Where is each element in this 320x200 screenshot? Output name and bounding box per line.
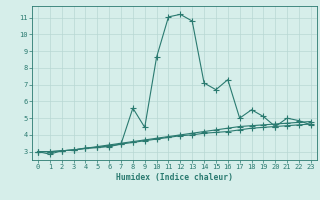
X-axis label: Humidex (Indice chaleur): Humidex (Indice chaleur) <box>116 173 233 182</box>
